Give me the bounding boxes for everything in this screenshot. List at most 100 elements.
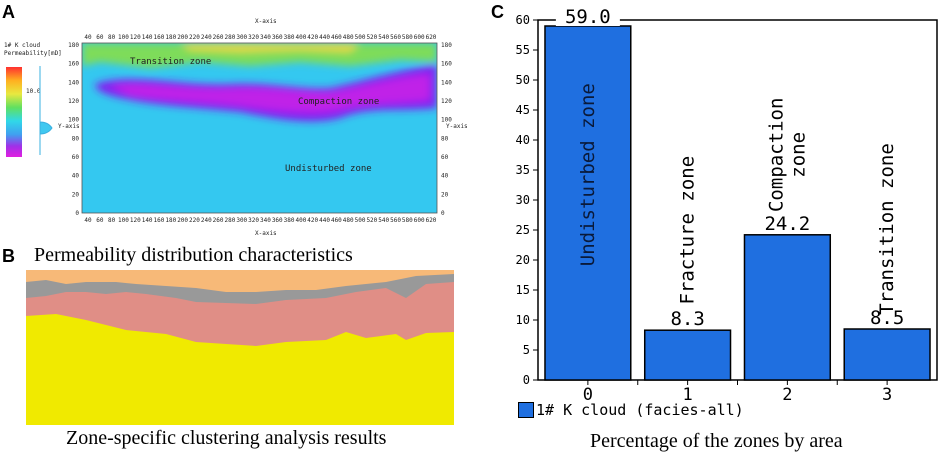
map-x-tick-top: 600 xyxy=(414,34,425,41)
bar-chart-svg: 0 5 10 15 20 25 30 35 40 45 50 55 60 0 1 2 3 59.0 Undistu… xyxy=(516,6,938,405)
panel-letter-b: B xyxy=(2,246,15,266)
map-x-tick-bottom: 100 xyxy=(118,217,129,224)
value-label: 8.3 xyxy=(670,308,704,330)
map-magenta-zone xyxy=(110,74,430,113)
value-label-bg xyxy=(555,7,620,26)
map-x-ticks-bottom: 40 60 80 100 120 140 160 180 200 220 240 260 280 300 3… xyxy=(84,217,436,224)
legend-title: 1# K cloud xyxy=(4,42,41,49)
zone-area-bar-chart: 0 5 10 15 20 25 30 35 40 45 50 55 60 0 1 2 3 59.0 Undistu… xyxy=(490,0,941,457)
permeability-map: 40 60 80 100 120 140 160 180 200 220 240 260 280 300 3… xyxy=(4,18,468,237)
map-x-tick-top: 80 xyxy=(108,34,116,41)
y-tick-label: 45 xyxy=(516,103,530,117)
bar-3 xyxy=(843,328,931,381)
map-x-ticks-top: 40 60 80 100 120 140 160 180 200 220 240 260 280 300 3… xyxy=(84,34,436,41)
map-x-tick-top: 440 xyxy=(319,34,330,41)
map-y-tick-left: 60 xyxy=(72,154,80,161)
map-x-tick-bottom: 340 xyxy=(260,217,271,224)
map-x-tick-top: 160 xyxy=(154,34,165,41)
map-y-tick-left: 20 xyxy=(72,191,80,198)
map-y-tick-right: 100 xyxy=(441,117,452,124)
zone-transition-orange xyxy=(26,270,454,292)
map-zone-transition: Transition zone xyxy=(130,57,211,67)
map-x-tick-top: 340 xyxy=(260,34,271,41)
map-x-tick-bottom: 80 xyxy=(108,217,116,224)
value-label: 8.5 xyxy=(870,307,904,329)
map-y-ticks-left: 180 160 140 120 100 80 60 40 20 0 xyxy=(68,42,79,217)
map-x-tick-top: 260 xyxy=(213,34,224,41)
map-y-tick-left: 180 xyxy=(68,42,79,49)
y-tick-label: 0 xyxy=(523,373,530,387)
map-x-tick-top: 380 xyxy=(284,34,295,41)
map-x-tick-bottom: 380 xyxy=(284,217,295,224)
map-x-tick-bottom: 200 xyxy=(177,217,188,224)
map-x-tick-bottom: 220 xyxy=(189,217,200,224)
map-x-tick-bottom: 440 xyxy=(319,217,330,224)
map-x-tick-bottom: 320 xyxy=(248,217,259,224)
y-tick-label: 15 xyxy=(516,283,530,297)
bar-1 xyxy=(643,329,732,381)
legend-label: 1# K cloud (facies-all) xyxy=(536,401,744,419)
map-y-tick-right: 0 xyxy=(441,210,445,217)
map-x-tick-bottom: 540 xyxy=(378,217,389,224)
map-y-axis-label-left: Y-axis xyxy=(58,123,80,130)
map-x-tick-top: 100 xyxy=(118,34,129,41)
map-x-tick-bottom: 280 xyxy=(225,217,236,224)
map-x-tick-top: 360 xyxy=(272,34,283,41)
x-axis-label: Percentage of the zones by area xyxy=(590,430,843,452)
map-y-tick-right: 20 xyxy=(441,191,449,198)
map-x-axis-label-bottom: X-axis xyxy=(255,230,277,237)
bar-zone-label: Compaction xyxy=(765,98,787,212)
bar-zone-label: Transition zone xyxy=(876,143,898,315)
map-x-tick-top: 560 xyxy=(390,34,401,41)
legend-color-bar xyxy=(6,67,22,157)
map-x-tick-top: 420 xyxy=(307,34,318,41)
bar-2 xyxy=(743,234,832,381)
map-x-tick-top: 280 xyxy=(225,34,236,41)
legend-histogram xyxy=(39,66,53,155)
map-x-tick-top: 120 xyxy=(130,34,141,41)
map-y-tick-left: 40 xyxy=(72,173,80,180)
map-x-tick-bottom: 600 xyxy=(414,217,425,224)
map-x-tick-bottom: 480 xyxy=(343,217,354,224)
map-x-tick-bottom: 60 xyxy=(96,217,104,224)
map-x-tick-top: 220 xyxy=(189,34,200,41)
map-y-tick-right: 60 xyxy=(441,154,449,161)
map-x-tick-top: 200 xyxy=(177,34,188,41)
legend-value: 10.0 xyxy=(26,88,41,95)
map-x-tick-bottom: 560 xyxy=(390,217,401,224)
map-x-tick-bottom: 240 xyxy=(201,217,212,224)
map-zone-undisturbed: Undisturbed zone xyxy=(285,164,372,174)
x-tick-label: 3 xyxy=(882,385,892,405)
y-tick-label: 5 xyxy=(523,343,530,357)
map-zone-compaction: Compaction zone xyxy=(298,97,379,107)
y-tick-label: 40 xyxy=(516,133,530,147)
map-y-tick-left: 80 xyxy=(72,135,80,142)
map-x-tick-bottom: 260 xyxy=(213,217,224,224)
map-y-tick-right: 160 xyxy=(441,61,452,68)
map-y-tick-right: 80 xyxy=(441,135,449,142)
map-x-tick-top: 540 xyxy=(378,34,389,41)
map-y-tick-left: 160 xyxy=(68,61,79,68)
map-x-tick-bottom: 360 xyxy=(272,217,283,224)
x-tick-label: 1 xyxy=(683,385,693,405)
map-x-tick-top: 480 xyxy=(343,34,354,41)
map-x-tick-bottom: 400 xyxy=(295,217,306,224)
map-y-tick-left: 100 xyxy=(68,117,79,124)
y-tick-label: 35 xyxy=(516,163,530,177)
panel-b-title: Permeability distribution characteristic… xyxy=(34,244,353,266)
map-x-tick-top: 460 xyxy=(331,34,342,41)
value-label: 24.2 xyxy=(764,213,810,235)
map-x-tick-bottom: 460 xyxy=(331,217,342,224)
map-x-tick-bottom: 40 xyxy=(84,217,92,224)
map-x-tick-top: 620 xyxy=(426,34,437,41)
map-x-tick-top: 320 xyxy=(248,34,259,41)
map-x-tick-bottom: 580 xyxy=(402,217,413,224)
y-tick-label: 30 xyxy=(516,193,530,207)
map-x-tick-top: 240 xyxy=(201,34,212,41)
map-x-tick-top: 580 xyxy=(402,34,413,41)
map-y-axis-label-right: Y-axis xyxy=(446,123,468,130)
clustering-result xyxy=(26,270,454,425)
map-x-tick-bottom: 120 xyxy=(130,217,141,224)
panel-letter-a: A xyxy=(2,2,15,22)
bar-zone-label: Fracture zone xyxy=(677,156,699,305)
